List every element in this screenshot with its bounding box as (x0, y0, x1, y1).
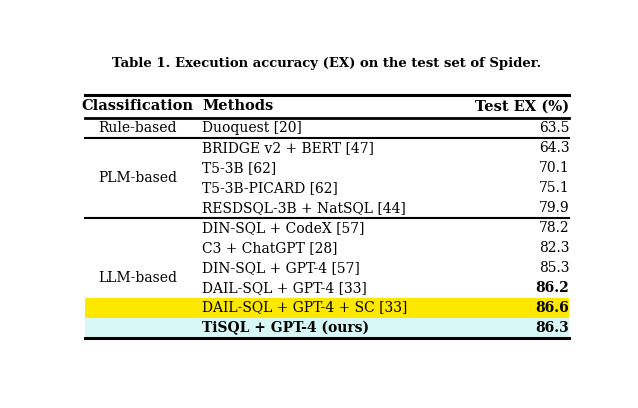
Bar (85, 258, 569, 278)
Text: DAIL-SQL + GPT-4 [33]: DAIL-SQL + GPT-4 [33] (202, 281, 367, 295)
Text: Rule-based: Rule-based (99, 121, 177, 135)
Text: C3 + ChatGPT [28]: C3 + ChatGPT [28] (202, 241, 338, 255)
Bar (85, 278, 569, 297)
Bar (85, 218, 569, 238)
Bar (85, 198, 569, 218)
Text: BRIDGE v2 + BERT [47]: BRIDGE v2 + BERT [47] (202, 141, 374, 155)
Bar (85, 118, 569, 138)
Text: LLM-based: LLM-based (98, 271, 177, 285)
Text: Table 1. Execution accuracy (EX) on the test set of Spider.: Table 1. Execution accuracy (EX) on the … (112, 57, 542, 70)
Text: 86.6: 86.6 (535, 301, 569, 315)
Text: TiSQL + GPT-4 (ours): TiSQL + GPT-4 (ours) (202, 320, 369, 335)
Text: 79.9: 79.9 (538, 201, 569, 215)
Text: Duoquest [20]: Duoquest [20] (202, 121, 302, 135)
Text: T5-3B [62]: T5-3B [62] (202, 161, 276, 175)
Text: 78.2: 78.2 (538, 221, 569, 235)
Text: Classification: Classification (82, 99, 194, 113)
Bar (85, 297, 569, 317)
Text: 86.3: 86.3 (535, 321, 569, 335)
Text: 70.1: 70.1 (538, 161, 569, 175)
Text: DIN-SQL + GPT-4 [57]: DIN-SQL + GPT-4 [57] (202, 261, 360, 275)
Text: DAIL-SQL + GPT-4 + SC [33]: DAIL-SQL + GPT-4 + SC [33] (202, 301, 407, 315)
Bar (85, 158, 569, 178)
Text: 82.3: 82.3 (538, 241, 569, 255)
Text: 85.3: 85.3 (538, 261, 569, 275)
Text: T5-3B-PICARD [62]: T5-3B-PICARD [62] (202, 181, 338, 195)
Text: DIN-SQL + CodeX [57]: DIN-SQL + CodeX [57] (202, 221, 364, 235)
Bar (85, 138, 569, 158)
Text: 64.3: 64.3 (538, 141, 569, 155)
Text: RESDSQL-3B + NatSQL [44]: RESDSQL-3B + NatSQL [44] (202, 201, 406, 215)
Text: 63.5: 63.5 (538, 121, 569, 135)
Text: Test EX (%): Test EX (%) (475, 99, 569, 113)
Text: PLM-based: PLM-based (98, 171, 177, 185)
Bar (85, 238, 569, 258)
Text: 75.1: 75.1 (538, 181, 569, 195)
Text: 86.2: 86.2 (535, 281, 569, 295)
Bar (85, 178, 569, 198)
Text: Methods: Methods (202, 99, 273, 113)
Bar (85, 317, 569, 337)
